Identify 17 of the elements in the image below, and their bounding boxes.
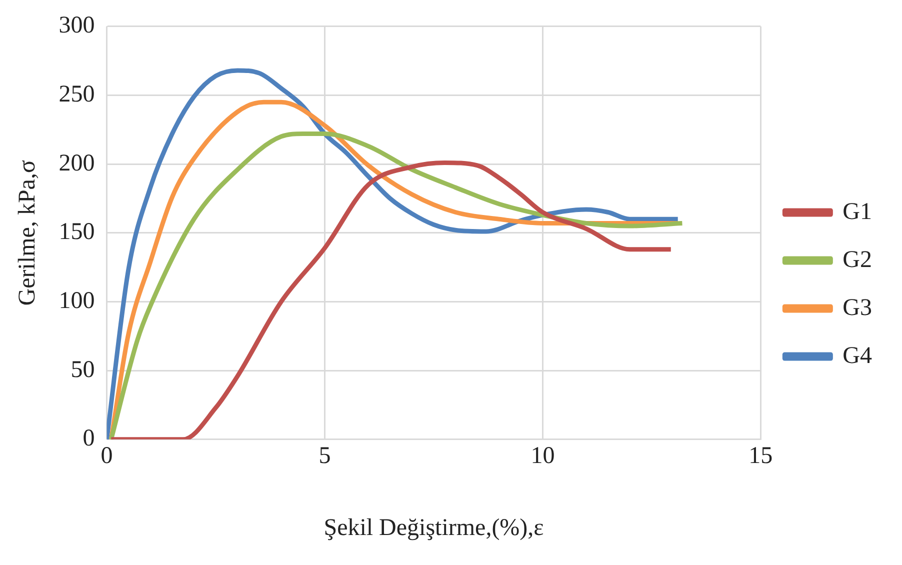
y-tick-label: 100: [58, 288, 95, 314]
y-tick-label: 250: [58, 82, 95, 108]
y-tick-label: 300: [58, 12, 95, 39]
legend-label: G1: [842, 198, 872, 225]
y-tick-label: 50: [70, 356, 95, 383]
x-tick-label: 0: [100, 443, 113, 470]
x-tick-label: 10: [530, 443, 555, 470]
y-axis-title: Gerilme, kPa,σ: [14, 160, 41, 306]
x-tick-label: 15: [748, 443, 773, 470]
x-axis-title: Şekil Değiştirme,(%),ε: [324, 514, 544, 541]
x-tick-label: 5: [318, 443, 331, 470]
y-tick-label: 0: [82, 426, 95, 452]
legend-label: G4: [842, 342, 872, 369]
legend-label: G2: [842, 246, 872, 273]
legend-label: G3: [842, 294, 872, 321]
y-tick-label: 200: [58, 150, 95, 176]
y-tick-label: 150: [58, 219, 95, 246]
